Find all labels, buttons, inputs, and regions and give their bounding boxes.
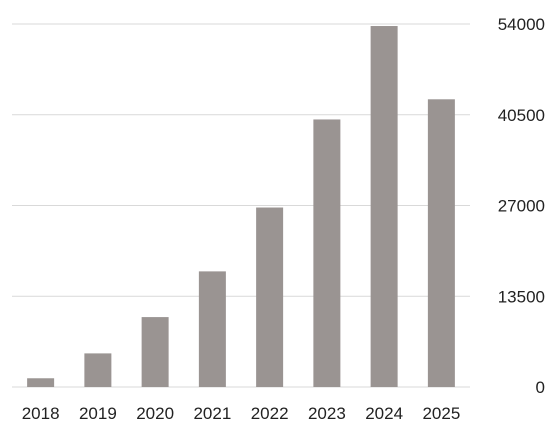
- bar-2019: [84, 353, 112, 387]
- x-tick-label: 2025: [422, 404, 460, 423]
- x-tick-label: 2021: [193, 404, 231, 423]
- x-tick-label: 2018: [22, 404, 60, 423]
- bar-2025: [427, 99, 455, 388]
- bars: [27, 26, 455, 388]
- x-tick-label: 2023: [308, 404, 346, 423]
- y-tick-label: 40500: [498, 106, 545, 125]
- y-tick-label: 13500: [498, 287, 545, 306]
- x-tick-label: 2019: [79, 404, 117, 423]
- bar-2023: [313, 119, 341, 387]
- y-tick-label: 27000: [498, 197, 545, 216]
- bar-2024: [370, 26, 398, 388]
- y-tick-label: 54000: [498, 15, 545, 34]
- x-tick-label: 2022: [251, 404, 289, 423]
- bar-2020: [141, 317, 169, 387]
- y-tick-label: 0: [536, 378, 545, 397]
- x-axis-ticks: 2018 2019 2020 2021 2022 2023 2024 2025: [22, 404, 461, 423]
- x-tick-label: 2024: [365, 404, 403, 423]
- gridlines: [12, 23, 470, 388]
- bar-2021: [198, 271, 226, 387]
- y-axis-ticks: 0 13500 27000 40500 54000: [498, 15, 545, 397]
- bar-2022: [256, 207, 284, 387]
- x-tick-label: 2020: [136, 404, 174, 423]
- bar-2018: [27, 378, 55, 387]
